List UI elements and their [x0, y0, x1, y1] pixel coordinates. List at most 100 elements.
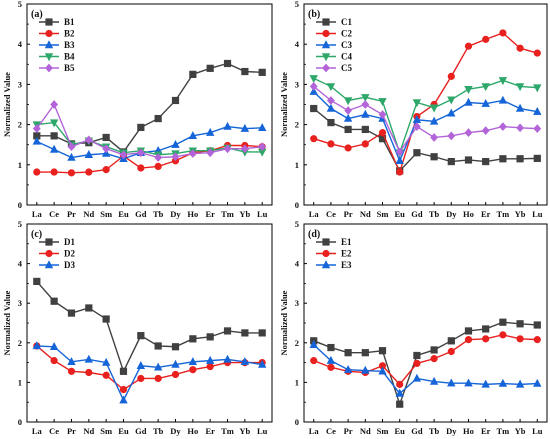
- y-axis-label: Normalized Value: [279, 290, 289, 355]
- data-point: [84, 150, 94, 158]
- series-C4: [309, 75, 542, 158]
- data-point: [119, 150, 128, 160]
- data-point: [206, 362, 214, 371]
- data-point: [464, 42, 473, 50]
- data-point: [464, 336, 473, 344]
- data-point: [464, 378, 473, 387]
- data-point: [326, 103, 336, 112]
- data-point: [482, 325, 490, 333]
- x-tick-label: Yb: [239, 426, 250, 436]
- data-point: [171, 96, 180, 105]
- legend-label: C5: [341, 63, 352, 73]
- data-point: [464, 86, 473, 94]
- series-E1: [310, 318, 541, 408]
- data-point: [344, 106, 353, 115]
- legend-label: C4: [341, 52, 352, 62]
- panel-label: (b): [308, 9, 320, 20]
- x-tick-label: Pr: [344, 426, 353, 436]
- data-point: [32, 124, 41, 133]
- data-point: [447, 72, 455, 80]
- series-line: [313, 91, 538, 163]
- legend-entry-B3: B3: [39, 40, 75, 50]
- data-point: [378, 98, 387, 107]
- x-tick-label: Er: [481, 426, 491, 436]
- data-point: [171, 359, 180, 368]
- x-tick-label: Ho: [463, 209, 474, 219]
- data-point: [32, 341, 41, 350]
- data-point: [378, 366, 387, 375]
- x-tick-label: Gd: [135, 426, 147, 436]
- series-D3: [32, 341, 267, 404]
- x-tick-label: Sm: [377, 209, 389, 219]
- y-axis-label: Normalized Value: [279, 72, 289, 137]
- x-tick-label: Dy: [170, 426, 181, 436]
- data-point: [67, 142, 76, 152]
- data-point: [481, 83, 490, 92]
- data-point: [516, 155, 524, 163]
- legend-entry-B2: B2: [39, 29, 75, 39]
- data-point: [85, 368, 93, 377]
- data-point: [396, 168, 404, 176]
- panel-label: (c): [31, 229, 42, 240]
- data-point: [361, 125, 369, 134]
- data-point: [240, 357, 250, 366]
- x-tick-label: Pr: [344, 209, 353, 219]
- data-point: [481, 126, 490, 135]
- series-line: [313, 334, 538, 386]
- data-point: [49, 144, 59, 153]
- data-point: [395, 388, 404, 397]
- data-point: [481, 379, 490, 388]
- chart-panel-a: 0 1 2 3 4 5 La Ce Pr Nd Sm Eu Gd Tb Dy Ho Er Tm Yb Lu Normal…: [2, 0, 273, 219]
- legend-marker: [45, 18, 53, 26]
- x-tick-label: Ce: [49, 209, 59, 219]
- data-point: [498, 378, 508, 387]
- data-point: [498, 122, 507, 131]
- x-tick-label: Lu: [257, 426, 268, 436]
- data-point: [49, 342, 59, 350]
- x-tick-label: La: [32, 209, 43, 219]
- legend-entry-D2: D2: [39, 249, 75, 259]
- data-point: [50, 132, 58, 140]
- data-point: [464, 327, 473, 335]
- data-point: [189, 366, 197, 374]
- data-point: [515, 379, 525, 388]
- data-point: [482, 157, 490, 166]
- data-point: [102, 133, 110, 142]
- x-tick-label: Eu: [395, 426, 406, 436]
- x-tick-label: Lu: [257, 209, 268, 219]
- data-point: [413, 149, 421, 157]
- x-tick-label: Gd: [411, 426, 423, 436]
- legend-marker: [322, 29, 330, 38]
- data-point: [430, 355, 438, 363]
- data-point: [223, 121, 232, 130]
- legend-entry-B4: B4: [39, 52, 75, 62]
- data-point: [361, 109, 370, 118]
- data-point: [482, 35, 490, 43]
- data-point: [67, 152, 76, 161]
- x-tick-label: Gd: [411, 209, 423, 219]
- data-point: [258, 142, 267, 152]
- x-tick-label: Sm: [100, 426, 112, 436]
- data-point: [533, 124, 542, 133]
- data-point: [32, 136, 41, 145]
- data-point: [447, 347, 455, 356]
- data-point: [326, 83, 336, 92]
- y-axis-label: Normalized Value: [2, 290, 12, 355]
- y-tick-label: 4: [18, 259, 23, 269]
- data-point: [464, 128, 473, 137]
- data-point: [533, 49, 541, 57]
- data-point: [67, 169, 76, 177]
- legend-entry-B5: B5: [39, 63, 75, 73]
- x-tick-label: Nd: [360, 209, 371, 219]
- data-point: [498, 77, 508, 86]
- x-tick-label: Tm: [221, 209, 234, 219]
- y-tick-label: 5: [295, 219, 299, 229]
- data-point: [102, 315, 110, 323]
- data-point: [189, 335, 197, 343]
- x-tick-label: Gd: [135, 209, 147, 219]
- data-point: [515, 83, 525, 92]
- x-tick-label: Tb: [153, 426, 164, 436]
- x-tick-label: Nd: [360, 426, 371, 436]
- legend-label: D1: [64, 237, 75, 247]
- series-E2: [310, 331, 541, 388]
